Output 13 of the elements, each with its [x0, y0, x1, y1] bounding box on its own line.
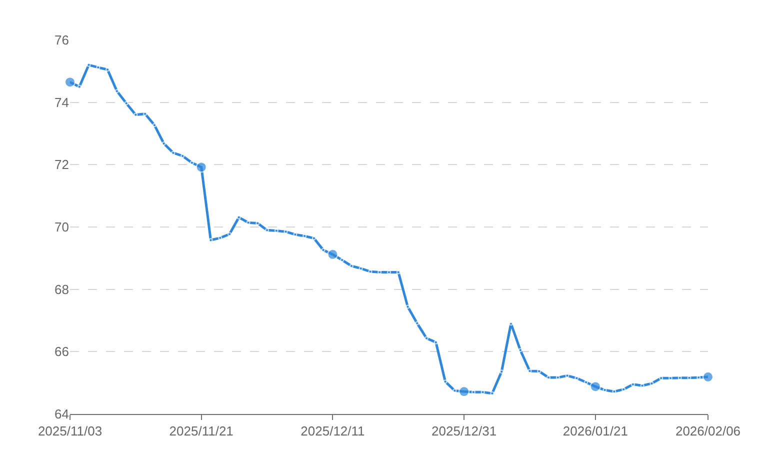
y-tick-label: 76 [54, 32, 69, 48]
x-tick-label: 2025/12/11 [300, 424, 365, 439]
y-tick-label: 64 [54, 406, 69, 422]
x-tick-label: 2025/12/31 [432, 424, 497, 439]
y-tick-label: 66 [54, 344, 69, 360]
y-tick-label: 72 [54, 157, 69, 172]
x-tick-label: 2026/02/06 [675, 424, 741, 439]
y-tick-label: 74 [54, 94, 69, 110]
x-tick-label: 2025/11/21 [169, 424, 234, 439]
y-tick-label: 70 [54, 220, 69, 235]
x-tick-label: 2026/01/21 [562, 424, 628, 439]
x-tick-label: 2025/11/03 [38, 424, 102, 439]
y-tick-label: 68 [54, 282, 69, 297]
